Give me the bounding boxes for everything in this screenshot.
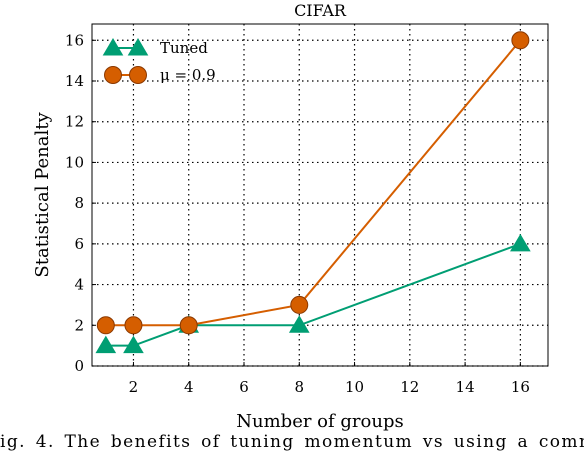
legend-label: μ = 0.9	[160, 66, 216, 84]
axis-ticks: 2 4 6 8 10 12 14 16 0 2 4 6 8 10 12 14 16	[65, 31, 530, 396]
series-line	[105, 242, 521, 347]
y-tick-label: 14	[65, 72, 84, 90]
y-tick-label: 12	[65, 113, 84, 131]
plot-frame	[91, 23, 549, 367]
x-axis-label: Number of groups	[236, 411, 403, 432]
chart-title: CIFAR	[294, 1, 347, 20]
x-tick-label: 6	[239, 378, 249, 396]
y-tick-label: 0	[74, 357, 84, 375]
y-tick-label: 4	[74, 276, 84, 294]
data-point	[179, 316, 198, 335]
data-point	[96, 316, 115, 335]
legend-item: Tuned	[102, 38, 208, 57]
legend-label: Tuned	[160, 39, 208, 57]
y-tick-label: 8	[74, 194, 84, 212]
x-tick-label: 10	[345, 378, 364, 396]
x-tick-label: 2	[129, 378, 139, 396]
x-tick-label: 14	[456, 378, 475, 396]
legend-marker	[127, 38, 149, 56]
y-tick-label: 16	[65, 31, 84, 49]
data-point	[290, 295, 309, 314]
data-point	[511, 31, 530, 50]
legend: Tuned μ = 0.9	[102, 38, 216, 84]
series-group	[95, 31, 531, 354]
data-point	[288, 315, 310, 333]
y-tick-label: 10	[65, 153, 84, 171]
series-2	[96, 31, 530, 335]
data-point	[123, 335, 144, 354]
x-tick-label: 8	[294, 378, 304, 396]
x-tick-label: 4	[184, 378, 194, 396]
y-axis-label: Statistical Penalty	[32, 112, 53, 278]
legend-marker	[104, 66, 122, 84]
data-point	[95, 335, 117, 354]
x-tick-label: 12	[400, 378, 419, 396]
legend-marker	[129, 66, 147, 84]
y-tick-label: 2	[74, 316, 84, 334]
y-tick-label: 6	[74, 235, 84, 253]
data-point	[510, 233, 531, 252]
x-tick-label: 16	[511, 378, 530, 396]
legend-marker	[102, 38, 124, 56]
legend-item: μ = 0.9	[104, 66, 216, 84]
data-point	[124, 316, 143, 335]
figure-caption: ig. 4. The benefits of tuning momentum v…	[0, 432, 584, 452]
